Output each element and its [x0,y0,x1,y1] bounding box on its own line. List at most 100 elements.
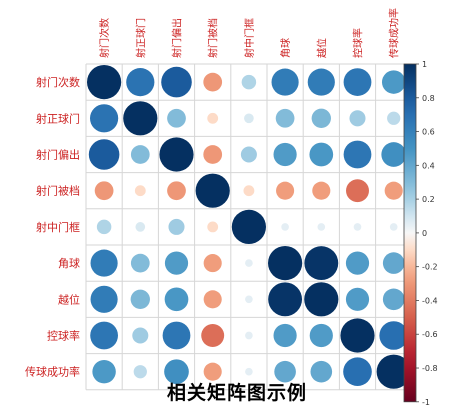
correlation-circle [304,282,339,317]
row-label: 射门偏出 [36,148,80,162]
row-label: 射门次数 [36,75,80,89]
correlation-circle [167,181,186,201]
correlation-circle [340,318,375,353]
colorbar-tick-label: 0.2 [422,195,435,204]
colorbar-tick-label: -0.4 [422,296,438,305]
correlation-circle [201,324,225,347]
correlation-circle [241,74,257,90]
correlation-circle [387,111,401,125]
correlation-circle [167,108,186,128]
correlation-circle [90,285,118,313]
correlation-circle [162,321,191,350]
colorbar-tick-label: 1 [422,60,427,69]
correlation-circle [376,354,411,389]
correlation-circle [90,104,119,133]
column-label: 射门次数 [98,18,111,58]
correlation-circle [245,259,253,267]
correlation-circle [276,181,295,200]
chart-caption: 相关矩阵图示例 [166,382,307,404]
correlation-circle [161,66,192,98]
column-label: 控球率 [352,28,365,58]
correlation-circle [203,254,222,273]
correlation-circle [207,112,219,124]
correlation-circle [389,223,398,231]
row-label: 射正球门 [36,111,80,125]
correlation-circle [207,221,219,233]
colorbar-tick-label: 0.6 [422,128,435,137]
column-label: 射门被档 [207,18,220,58]
column-label: 传球成功率 [388,8,401,58]
colorbar-tick-label: -0.2 [422,263,438,272]
correlation-circle [195,173,230,208]
correlation-circle [90,249,118,277]
correlation-circle [126,68,155,97]
correlation-circle [88,139,120,170]
correlation-circle [245,367,253,376]
correlation-circle [164,251,189,275]
correlation-circle [349,110,366,127]
correlation-circle [345,251,370,275]
column-label: 射正球门 [134,18,147,58]
row-label: 射门被档 [36,184,80,198]
correlation-circle [317,223,326,231]
colorbar-tick-label: 0.8 [422,94,435,103]
correlation-circle [281,223,289,231]
colorbar-tick-label: -1 [422,398,430,407]
correlation-circle [245,331,253,340]
correlation-circle [311,108,331,128]
correlation-circle [168,218,185,235]
correlation-circle [87,65,122,100]
correlation-circle [379,321,409,350]
correlation-circle [240,146,257,163]
correlation-circle [343,357,372,387]
correlation-circle [231,209,266,244]
correlation-circle [130,253,150,273]
correlation-circle [304,246,339,281]
correlation-circle [312,181,331,200]
correlation-circle [268,282,303,317]
correlation-circle [346,179,369,203]
row-label: 控球率 [47,329,80,343]
correlation-circle [203,72,223,92]
correlation-circle [345,287,370,311]
column-label: 射中门框 [243,18,256,58]
colorbar-tick-label: -0.8 [422,364,438,373]
correlation-circle [130,145,150,164]
column-label: 越位 [315,38,328,58]
colorbar-tick-label: -0.6 [422,330,438,339]
correlation-circle [343,140,372,169]
row-label: 射中门框 [36,220,80,234]
colorbar-tick-label: 0.4 [422,161,435,170]
correlation-circle [243,185,255,197]
correlation-circle [130,289,150,309]
correlation-circle [274,360,296,383]
row-label: 传球成功率 [25,365,80,379]
correlation-circle [203,362,222,381]
correlation-circle [343,68,372,96]
column-label: 角球 [279,38,292,58]
row-label: 越位 [58,292,80,306]
row-label: 角球 [58,256,80,270]
correlation-circle [134,185,146,197]
correlation-circle [94,181,114,201]
correlation-circle [307,68,335,96]
correlation-circle [273,142,297,167]
correlation-circle [92,359,116,384]
correlation-circle [159,137,194,172]
correlation-circle [353,223,362,231]
correlation-circle [381,70,406,94]
correlation-circle [135,222,146,232]
correlation-circle [132,327,149,344]
correlation-circle [268,246,303,281]
correlation-circle [309,323,333,348]
correlation-circle [309,142,334,167]
correlation-circle [275,108,295,128]
correlation-circle [273,323,297,348]
correlation-circle [382,288,405,311]
correlation-circle [133,365,147,379]
correlation-circle [90,321,118,350]
correlation-circle [164,287,189,312]
correlation-circle [271,68,299,96]
colorbar [403,63,417,403]
